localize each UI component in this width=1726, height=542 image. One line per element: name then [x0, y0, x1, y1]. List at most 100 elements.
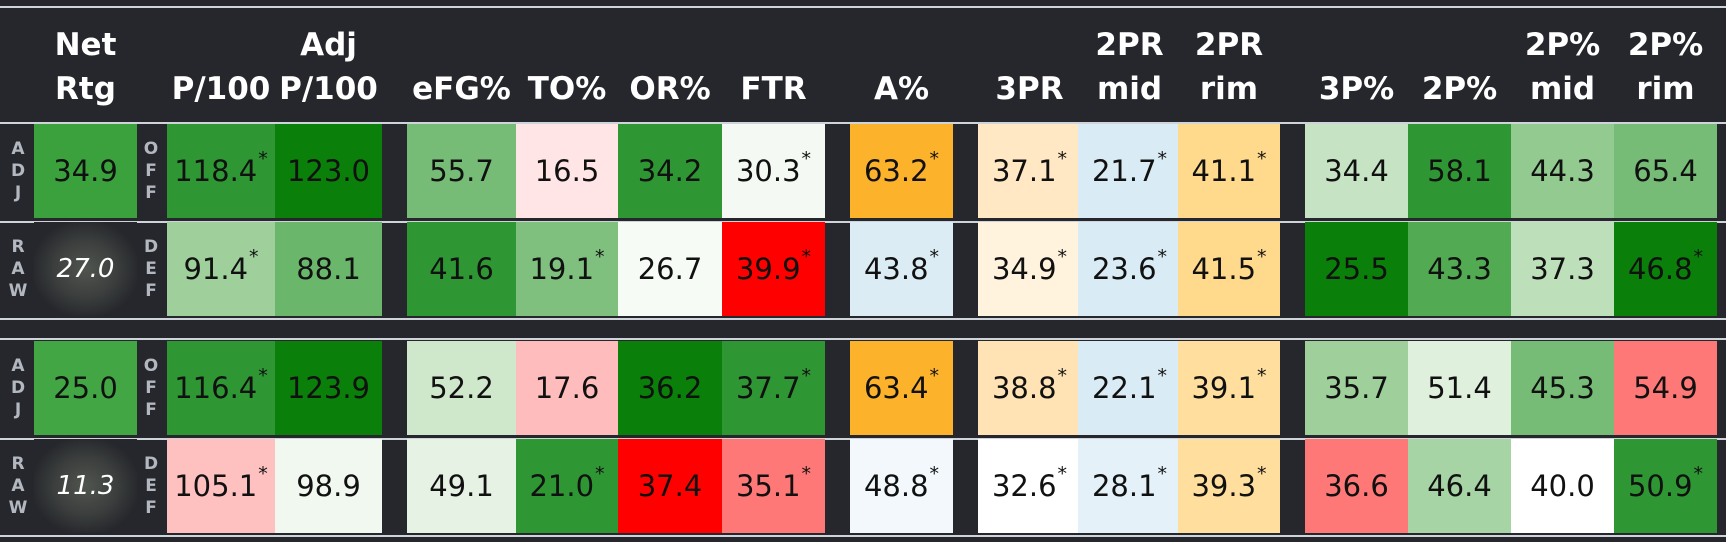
two-pt-rate-rim-def-cell-value: 39.3 [1191, 469, 1257, 503]
efg-pct-off-cell: 52.2 [407, 341, 516, 435]
ftr-def-cell-flag: * [801, 463, 812, 485]
two-pt-pct-off-cell: 58.1 [1408, 124, 1511, 218]
pts-per-100-def-cell: 91.4 * [167, 222, 275, 316]
three-pt-pct-def-cell-value: 36.6 [1324, 469, 1389, 503]
two-pt-pct-rim-off-cell: 54.9 [1614, 341, 1717, 435]
two-pt-pct-mid-def-cell: 37.3 [1511, 222, 1614, 316]
two-pt-rate-mid-header-line1: 2PR [1095, 27, 1164, 63]
net-rating-adj: 34.9 [34, 124, 137, 218]
ftr-def-cell-flag: * [801, 246, 812, 268]
pts-per-100-def-cell-value: 105.1 [174, 469, 258, 503]
three-pt-pct-def-cell: 25.5 [1305, 222, 1408, 316]
efg-pct-def-cell: 41.6 [407, 222, 516, 316]
pts-per-100-def-cell-flag: * [258, 463, 268, 485]
adj-pts-per-100-def-cell: 88.1 [275, 222, 382, 316]
efg-pct-header-line2: eFG% [412, 71, 511, 107]
two-pt-pct-rim-off-cell-value: 65.4 [1633, 154, 1698, 188]
ftr-off-cell-flag: * [801, 365, 812, 387]
pts-per-100-def-cell: 105.1 * [167, 439, 275, 533]
two-pt-rate-rim-def-cell: 39.3 * [1178, 439, 1280, 533]
two-pt-rate-mid-def-cell: 28.1 * [1078, 439, 1181, 533]
to-pct-off-cell-value: 16.5 [534, 154, 600, 188]
two-pt-rate-rim-off-cell-value: 41.1 [1191, 154, 1257, 188]
adj-pts-per-100-header-line2: P/100 [279, 71, 378, 107]
two-pt-pct-rim-header-line1: 2P% [1627, 27, 1704, 63]
two-pt-rate-rim-def-cell-flag: * [1257, 246, 1267, 268]
three-pt-pct-def-cell-value: 25.5 [1324, 252, 1389, 286]
three-pt-pct-header-line2: 3P% [1318, 71, 1395, 107]
ftr-def-cell-value: 35.1 [735, 469, 801, 503]
three-pt-rate-def-cell-value: 34.9 [991, 252, 1057, 286]
to-pct-def-cell-value: 21.0 [529, 469, 595, 503]
two-pt-pct-rim-def-cell: 50.9 * [1614, 439, 1717, 533]
to-pct-def-cell-flag: * [595, 246, 605, 268]
efg-pct-def-cell: 49.1 [407, 439, 516, 533]
to-pct-off-cell-value: 17.6 [534, 371, 600, 405]
adj-pts-per-100-header-line1: Adj [300, 27, 357, 63]
two-pt-rate-rim-off-cell-value: 39.1 [1191, 371, 1257, 405]
two-pt-rate-mid-off-cell: 22.1 * [1078, 341, 1181, 435]
two-pt-rate-mid-def-cell: 23.6 * [1078, 222, 1181, 316]
efg-pct-def-cell-value: 41.6 [429, 252, 494, 286]
three-pt-rate-def-cell-value: 32.6 [991, 469, 1057, 503]
two-pt-rate-rim-off-cell: 41.1 * [1178, 124, 1280, 218]
two-pt-pct-rim-off-cell-value: 54.9 [1633, 371, 1698, 405]
pts-per-100-off-cell: 116.4 * [167, 341, 275, 435]
assist-pct-off-cell: 63.2 * [850, 124, 953, 218]
to-pct-off-cell: 17.6 [516, 341, 618, 435]
two-pt-pct-rim-def-cell-flag: * [1693, 463, 1704, 485]
two-pt-rate-rim-off-cell-flag: * [1257, 365, 1267, 387]
two-pt-rate-mid-off-cell-value: 21.7 [1091, 154, 1157, 188]
or-pct-off-cell: 34.2 [618, 124, 722, 218]
two-pt-pct-def-cell: 46.4 [1408, 439, 1511, 533]
three-pt-rate-def-cell: 34.9 * [978, 222, 1081, 316]
three-pt-rate-off-cell-value: 37.1 [991, 154, 1057, 188]
two-pt-pct-mid-off-cell-value: 45.3 [1530, 371, 1595, 405]
assist-pct-off-cell-value: 63.2 [863, 154, 929, 188]
two-pt-rate-mid-off-cell-value: 22.1 [1091, 371, 1157, 405]
two-pt-pct-mid-def-cell-value: 37.3 [1530, 252, 1595, 286]
efg-pct-off-cell-value: 55.7 [429, 154, 494, 188]
adj-pts-per-100-off-cell-value: 123.0 [286, 154, 371, 188]
two-pt-rate-mid-header-line2: mid [1096, 71, 1163, 107]
ftr-def-cell: 39.9 * [722, 222, 825, 316]
or-pct-off-cell-value: 36.2 [637, 371, 703, 405]
three-pt-pct-off-cell: 35.7 [1305, 341, 1408, 435]
three-pt-pct-off-cell: 34.4 [1305, 124, 1408, 218]
adj-pts-per-100-off-cell-value: 123.9 [286, 371, 371, 405]
ftr-off-cell-flag: * [801, 148, 812, 170]
assist-pct-def-cell-flag: * [929, 463, 940, 485]
pts-per-100-def-cell-flag: * [249, 246, 259, 268]
net-rating-adj: 25.0 [34, 341, 137, 435]
three-pt-pct-def-cell: 36.6 [1305, 439, 1408, 533]
or-pct-def-cell: 37.4 [618, 439, 722, 533]
ftr-off-cell-value: 37.7 [735, 371, 801, 405]
ftr-off-cell: 30.3 * [722, 124, 825, 218]
three-pt-rate-off-cell-value: 38.8 [991, 371, 1057, 405]
efg-pct-def-cell-value: 49.1 [429, 469, 494, 503]
adj-pts-per-100-def-cell: 98.9 [275, 439, 382, 533]
top-divider [0, 6, 1726, 8]
two-pt-rate-rim-def-cell-flag: * [1257, 463, 1267, 485]
net-rating-header-line2: Rtg [55, 71, 116, 107]
pts-per-100-off-cell-value: 118.4 [174, 154, 258, 188]
two-pt-rate-rim-header-line1: 2PR [1194, 27, 1264, 63]
ftr-def-cell: 35.1 * [722, 439, 825, 533]
two-pt-rate-rim-off-cell: 39.1 * [1178, 341, 1280, 435]
three-pt-rate-def-cell-flag: * [1057, 463, 1068, 485]
to-pct-def-cell-value: 19.1 [529, 252, 595, 286]
assist-pct-def-cell-value: 48.8 [863, 469, 929, 503]
or-pct-header-line2: OR% [629, 71, 711, 107]
two-pt-pct-mid-def-cell: 40.0 [1511, 439, 1614, 533]
net-rating-raw: 27.0 [34, 222, 137, 316]
two-pt-pct-header-line2: 2P% [1421, 71, 1498, 107]
assist-pct-header-line2: A% [873, 71, 930, 107]
assist-pct-off-cell-flag: * [929, 148, 940, 170]
two-pt-rate-mid-off-cell-flag: * [1157, 365, 1168, 387]
two-pt-pct-off-cell: 51.4 [1408, 341, 1511, 435]
